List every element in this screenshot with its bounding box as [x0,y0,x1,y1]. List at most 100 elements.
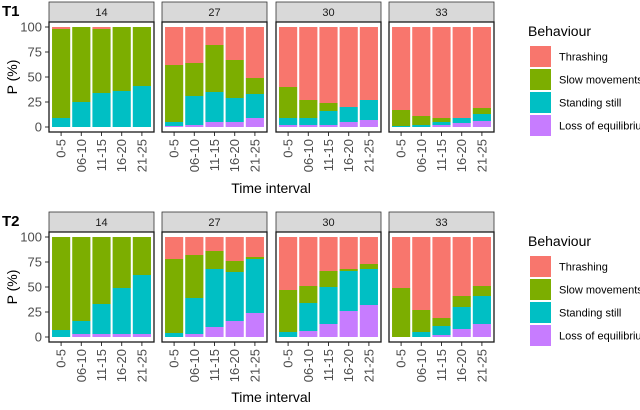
bar-segment-slow-movements [279,87,298,118]
legend-label: Thrashing [559,52,608,64]
bar-segment-thrashing [185,237,204,255]
bar-segment-loss-of-equilibrium [452,123,471,127]
legend-label: Loss of equilibrium [559,331,640,343]
bar-segment-standing-still [412,125,431,127]
panel-border [48,21,155,133]
panel-border [388,231,495,343]
bar-segment-slow-movements [452,296,471,307]
bar-segment-slow-movements [392,288,411,337]
legend-key-thrashing [530,256,551,277]
x-tick-label: 06-10 [414,139,429,172]
bar-segment-slow-movements [185,63,204,96]
legend-label: Loss of equilibrium [559,121,640,133]
bar-segment-thrashing [339,237,358,269]
x-tick-label: 0-5 [281,139,296,158]
x-axis-label: Time interval [231,180,311,196]
bar-segment-thrashing [359,237,378,264]
bar-segment-slow-movements [92,237,111,304]
bar-segment-standing-still [245,259,264,313]
bar-segment-standing-still [339,271,358,311]
legend-label: Slow movements [559,75,640,87]
bar-segment-slow-movements [225,60,244,98]
bar-segment-slow-movements [359,264,378,269]
bar-segment-standing-still [205,92,224,122]
bar-segment-thrashing [452,27,471,118]
panel-border [275,21,382,133]
bar-segment-standing-still [245,94,264,118]
x-tick-label: 11-15 [434,139,449,171]
x-tick-label: 16-20 [454,349,469,382]
bar-segment-loss-of-equilibrium [185,125,204,127]
bar-segment-slow-movements [279,290,298,332]
bar-segment-thrashing [319,27,338,103]
panel-border [161,231,268,343]
bar-segment-slow-movements [245,257,264,259]
bar-segment-loss-of-equilibrium [472,121,491,127]
bar-segment-loss-of-equilibrium [279,125,298,127]
bar-segment-loss-of-equilibrium [432,335,451,337]
bar-segment-standing-still [339,107,358,122]
bar-segment-thrashing [392,27,411,110]
bar-segment-thrashing [432,237,451,318]
x-tick-label: 06-10 [414,349,429,382]
bar-segment-thrashing [299,27,318,100]
bar-segment-standing-still [205,269,224,327]
facet-label: 27 [208,217,220,229]
x-tick-label: 21-25 [134,139,149,172]
bar-segment-slow-movements [165,259,184,333]
bar-segment-loss-of-equilibrium [205,122,224,127]
y-axis-label: P (%) [4,270,20,305]
bar-segment-loss-of-equilibrium [72,334,91,337]
bar-segment-loss-of-equilibrium [132,334,151,337]
x-tick-label: 0-5 [394,349,409,368]
x-tick-label: 11-15 [321,139,336,171]
x-axis-label: Time interval [231,389,311,405]
bar-segment-thrashing [452,237,471,296]
x-tick-label: 0-5 [167,139,182,158]
x-tick-label: 21-25 [361,349,376,382]
panel-border [161,21,268,133]
bar-segment-slow-movements [205,251,224,269]
bar-segment-standing-still [319,111,338,125]
bar-segment-loss-of-equilibrium [339,311,358,337]
row-title: T1 [2,3,20,20]
bar-segment-loss-of-equilibrium [245,118,264,127]
x-tick-label: 06-10 [301,349,316,382]
bar-segment-standing-still [452,118,471,123]
x-tick-label: 21-25 [134,349,149,382]
bar-segment-loss-of-equilibrium [112,334,131,337]
bar-segment-slow-movements [319,271,338,287]
bar-segment-loss-of-equilibrium [225,122,244,127]
legend-label: Thrashing [559,262,608,274]
y-tick-label: 0 [35,120,42,135]
facet-label: 30 [322,217,334,229]
bar-segment-standing-still [279,118,298,125]
x-tick-label: 11-15 [94,349,109,381]
panel-border [388,21,495,133]
bar-segment-thrashing [299,237,318,286]
bar-segment-thrashing [205,27,224,45]
legend-key-slow-movements [530,69,551,90]
bar-segment-slow-movements [472,108,491,114]
x-tick-label: 06-10 [301,139,316,172]
bar-segment-slow-movements [432,118,451,122]
bar-segment-standing-still [72,102,91,127]
bar-segment-standing-still [72,321,91,334]
bar-segment-thrashing [245,27,264,78]
legend-key-standing-still [530,302,551,323]
legend-label: Standing still [559,98,621,110]
y-tick-label: 100 [20,230,42,245]
bar-segment-thrashing [165,237,184,259]
facet-label: 14 [95,217,107,229]
x-tick-label: 0-5 [167,349,182,368]
bar-segment-loss-of-equilibrium [225,321,244,337]
bar-segment-thrashing [319,237,338,271]
bar-segment-thrashing [205,237,224,251]
bar-segment-thrashing [185,27,204,63]
y-tick-label: 75 [28,255,42,270]
y-tick-label: 100 [20,20,42,35]
bar-segment-standing-still [52,330,71,337]
x-tick-label: 16-20 [227,139,242,172]
x-tick-label: 0-5 [54,139,69,158]
